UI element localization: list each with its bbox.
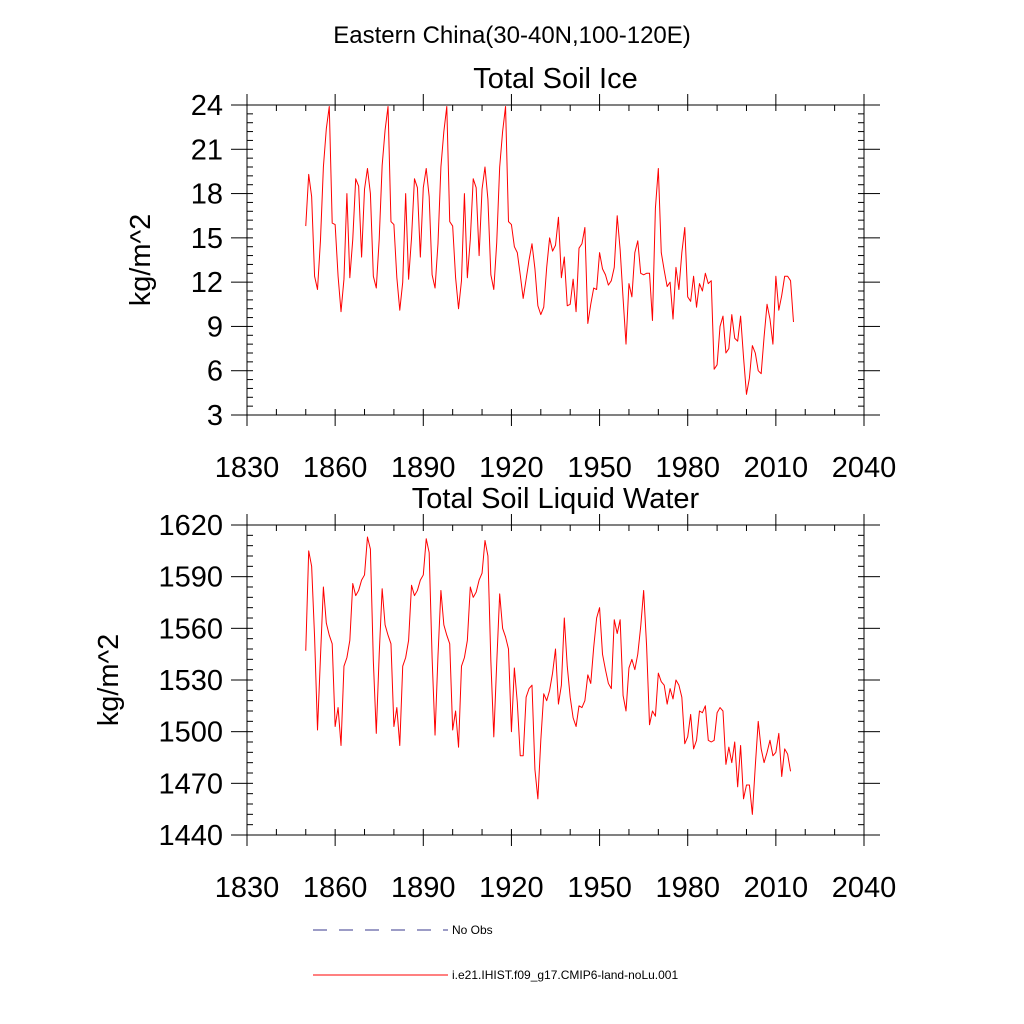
y-tick-label-12: 12 xyxy=(191,267,223,299)
plot-frame xyxy=(246,104,865,416)
x-tick-label-1920: 1920 xyxy=(479,452,544,484)
series-line-i-e21-ihist-f09-g17-cmip6-land-nolu-001 xyxy=(305,105,794,395)
x-tick-label-2010: 2010 xyxy=(744,872,809,904)
x-tick-label-1830: 1830 xyxy=(215,452,280,484)
x-tick-label-1890: 1890 xyxy=(391,872,456,904)
y-tick-label-1530: 1530 xyxy=(158,665,223,697)
x-tick-label-2040: 2040 xyxy=(832,452,897,484)
y-axis-label: kg/m^2 xyxy=(125,214,157,307)
x-tick-label-1860: 1860 xyxy=(303,452,368,484)
y-tick-label-6: 6 xyxy=(207,356,223,388)
y-tick-label-21: 21 xyxy=(191,134,223,166)
x-tick-label-1950: 1950 xyxy=(567,452,632,484)
x-tick-label-1950: 1950 xyxy=(567,872,632,904)
y-tick-label-1620: 1620 xyxy=(158,510,223,542)
x-tick-label-1980: 1980 xyxy=(655,452,720,484)
y-tick-label-1440: 1440 xyxy=(158,820,223,852)
y-tick-label-9: 9 xyxy=(207,311,223,343)
y-tick-label-3: 3 xyxy=(207,400,223,432)
plot-frame xyxy=(246,524,865,836)
panel-total-soil-liquid-water: 1830 1860 1890 1920 1950 1980 2010 2040 1440 1470… xyxy=(93,483,896,904)
panel-total-soil-ice: 1830 1860 1890 1920 1950 1980 2010 2040 3 6 9 12 15 1… xyxy=(125,63,896,484)
legend: No Obs i.e21.IHIST.f09_g17.CMIP6-land-no… xyxy=(313,923,678,982)
legend-label-model: i.e21.IHIST.f09_g17.CMIP6-land-noLu.001 xyxy=(452,968,678,982)
x-tick-label-1980: 1980 xyxy=(655,872,720,904)
y-axis-label: kg/m^2 xyxy=(93,634,125,727)
x-tick-label-1890: 1890 xyxy=(391,452,456,484)
y-tick-label-15: 15 xyxy=(191,223,223,255)
y-tick-label-1590: 1590 xyxy=(158,562,223,594)
y-tick-label-1500: 1500 xyxy=(158,717,223,749)
y-tick-label-24: 24 xyxy=(191,90,223,122)
panel-title: Total Soil Ice xyxy=(473,63,637,95)
y-tick-label-1560: 1560 xyxy=(158,613,223,645)
x-tick-label-1830: 1830 xyxy=(215,872,280,904)
legend-label-no-obs: No Obs xyxy=(452,923,493,937)
x-tick-label-1920: 1920 xyxy=(479,872,544,904)
x-tick-label-1860: 1860 xyxy=(303,872,368,904)
x-tick-label-2040: 2040 xyxy=(832,872,897,904)
y-tick-label-18: 18 xyxy=(191,179,223,211)
panel-title: Total Soil Liquid Water xyxy=(412,483,700,515)
x-tick-label-2010: 2010 xyxy=(744,452,809,484)
y-tick-label-1470: 1470 xyxy=(158,768,223,800)
figure-title: Eastern China(30-40N,100-120E) xyxy=(333,22,691,49)
series-line-i-e21-ihist-f09-g17-cmip6-land-nolu-001 xyxy=(305,536,792,815)
